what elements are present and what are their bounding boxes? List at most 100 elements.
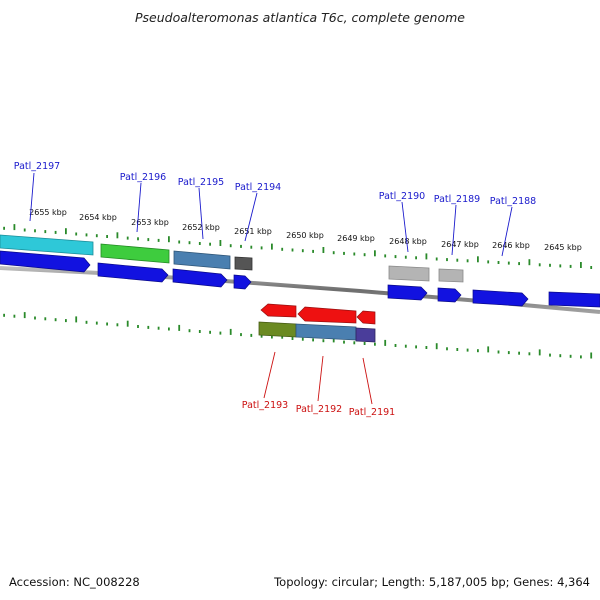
major-tick — [13, 224, 16, 231]
gene-block-violet[interactable] — [355, 327, 376, 343]
gene-label-patl-2191[interactable]: Patl_2191 — [349, 407, 395, 418]
minor-tick — [137, 237, 139, 241]
major-tick — [229, 328, 232, 335]
major-tick — [168, 236, 170, 243]
gene-label-patl-2188[interactable]: Patl_2188 — [490, 196, 536, 207]
minor-tick — [446, 347, 448, 351]
gene-label-patl-2197[interactable]: Patl_2197 — [14, 161, 60, 172]
minor-tick — [240, 333, 242, 337]
minor-tick — [157, 238, 160, 242]
cds-arrow-forward[interactable] — [437, 287, 462, 303]
gene-label-patl-2193[interactable]: Patl_2193 — [242, 400, 288, 411]
tick-label-2652: 2652 kbp — [182, 223, 220, 232]
gene-labels-bottom: Patl_2193 Patl_2192 Patl_2191 — [242, 400, 395, 418]
minor-tick — [549, 263, 551, 267]
minor-tick — [507, 351, 510, 355]
minor-tick — [446, 258, 448, 262]
minor-tick — [528, 352, 531, 356]
tick-label-2645: 2645 kbp — [544, 243, 582, 252]
minor-tick — [157, 326, 160, 330]
minor-tick — [44, 230, 47, 234]
gene-label-patl-2194[interactable]: Patl_2194 — [235, 182, 281, 193]
minor-tick — [312, 338, 314, 342]
minor-tick — [260, 334, 263, 338]
major-tick — [65, 228, 67, 235]
gene-label-patl-2190[interactable]: Patl_2190 — [379, 191, 425, 202]
tick-label-2653: 2653 kbp — [131, 218, 169, 227]
minor-tick — [106, 235, 108, 238]
leader-line — [451, 204, 457, 256]
cds-arrow-reverse[interactable] — [356, 310, 376, 325]
minor-tick — [260, 246, 263, 250]
major-tick — [178, 324, 181, 331]
gene-label-patl-2196[interactable]: Patl_2196 — [120, 172, 166, 183]
minor-tick — [95, 321, 98, 325]
gene-block-cyan[interactable] — [0, 234, 94, 256]
minor-tick — [240, 244, 242, 248]
major-tick — [374, 250, 376, 257]
major-tick — [384, 339, 387, 346]
minor-tick — [229, 244, 232, 248]
minor-tick — [518, 262, 520, 266]
major-tick — [477, 256, 479, 263]
minor-tick — [75, 232, 78, 236]
gene-label-patl-2189[interactable]: Patl_2189 — [434, 194, 480, 205]
tick-label-2651: 2651 kbp — [234, 227, 272, 236]
feature-row-upper — [0, 234, 464, 283]
minor-tick — [343, 340, 345, 344]
tick-label-2647: 2647 kbp — [441, 240, 479, 249]
minor-tick — [65, 319, 67, 323]
tick-label-2648: 2648 kbp — [389, 237, 427, 246]
tick-label-2649: 2649 kbp — [337, 234, 375, 243]
gene-block-green[interactable] — [100, 243, 170, 264]
gene-block-light-gray-1[interactable] — [388, 265, 430, 282]
minor-tick — [425, 346, 428, 349]
minor-tick — [54, 230, 57, 234]
gene-block-dark-gray[interactable] — [234, 256, 253, 271]
feature-row-lower — [258, 321, 376, 343]
leader-lines-top — [29, 172, 513, 257]
leader-line — [29, 172, 35, 222]
gene-block-olive[interactable] — [258, 321, 297, 338]
minor-tick — [301, 337, 304, 341]
gene-labels-top: Patl_2197 Patl_2196 Patl_2195 Patl_2194 … — [14, 161, 536, 207]
minor-tick — [271, 335, 273, 339]
major-tick — [23, 312, 26, 319]
gene-label-patl-2192[interactable]: Patl_2192 — [296, 404, 342, 415]
minor-tick — [168, 327, 170, 331]
feature-row-forward-cds — [0, 250, 600, 308]
gene-block-light-gray-2[interactable] — [438, 268, 464, 283]
minor-tick — [353, 341, 356, 345]
minor-tick — [322, 339, 325, 343]
gene-block-steel[interactable] — [173, 250, 231, 270]
leader-line — [362, 357, 373, 405]
cds-arrow-reverse[interactable] — [297, 306, 357, 324]
minor-tick — [301, 249, 304, 253]
gene-label-patl-2195[interactable]: Patl_2195 — [178, 177, 224, 188]
minor-tick — [404, 255, 407, 259]
cds-arrow-forward[interactable] — [548, 291, 600, 308]
cds-arrow-forward[interactable] — [172, 268, 228, 288]
cds-arrow-forward[interactable] — [0, 250, 91, 273]
minor-tick — [466, 259, 469, 263]
minor-tick — [116, 323, 119, 327]
cds-arrow-forward[interactable] — [233, 274, 252, 290]
cds-arrow-forward[interactable] — [472, 289, 529, 307]
minor-tick — [569, 354, 572, 358]
minor-tick — [209, 242, 211, 246]
tick-label-2654: 2654 kbp — [79, 213, 117, 222]
cds-arrow-reverse[interactable] — [260, 303, 297, 318]
minor-tick — [507, 261, 510, 265]
minor-tick — [281, 247, 284, 251]
minor-tick — [518, 351, 520, 355]
minor-tick — [44, 317, 47, 321]
map-title: Pseudoalteromonas atlantica T6c, complet… — [135, 10, 465, 25]
major-tick — [75, 316, 78, 323]
gene-block-steel-lower[interactable] — [295, 323, 357, 341]
minor-tick — [384, 254, 387, 258]
cds-arrow-forward[interactable] — [387, 284, 428, 301]
minor-tick — [415, 256, 417, 260]
minor-tick — [353, 252, 356, 256]
minor-tick — [13, 314, 16, 318]
cds-arrow-forward[interactable] — [97, 262, 169, 283]
